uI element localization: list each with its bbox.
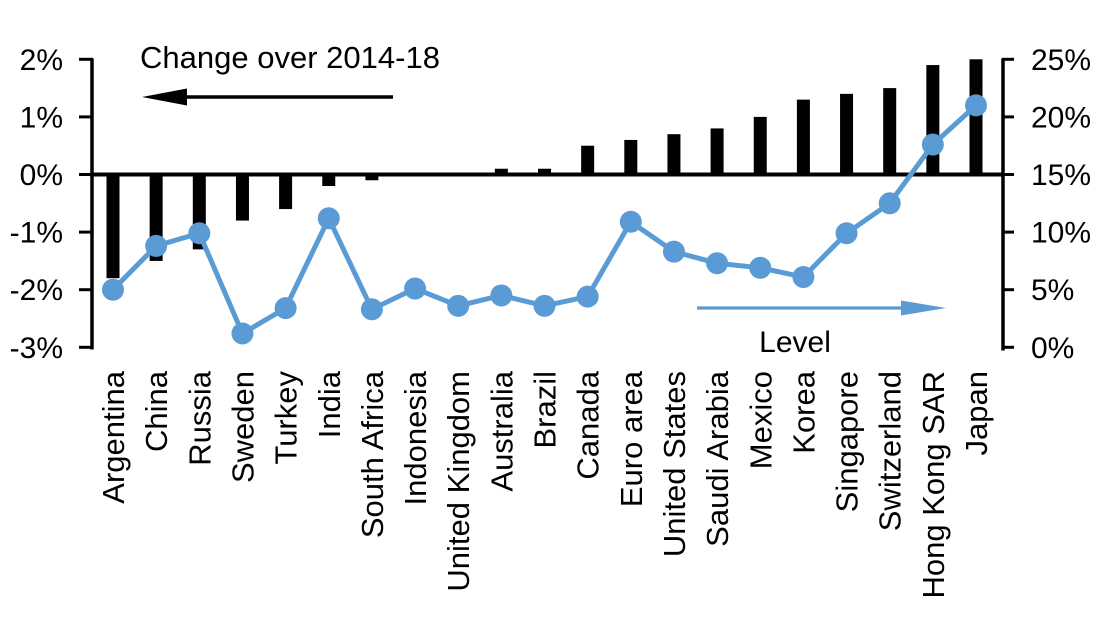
right-axis-tick-label: 5% [1031,274,1074,307]
marker-indonesia [404,277,427,300]
right-axis-tick-label: 15% [1031,159,1091,192]
bar-singapore [840,93,854,175]
left-axis-arrow-icon [142,88,393,106]
x-label-united-states: United States [657,371,692,557]
marker-india [317,207,340,230]
bar-brazil [538,168,551,175]
bar-saudi-arabia [710,128,724,175]
right-axis-tick-label: 20% [1031,101,1091,134]
left-axis-tick-label: -3% [10,332,63,365]
bar-turkey [279,174,293,210]
x-label-switzerland: Switzerland [873,371,908,531]
x-label-mexico: Mexico [743,371,778,469]
marker-united-states [662,240,685,263]
x-label-indonesia: Indonesia [398,370,433,505]
x-label-sweden: Sweden [225,371,260,483]
chart-title: Change over 2014-18 [140,40,440,75]
x-label-turkey: Turkey [269,371,304,465]
marker-switzerland [878,192,901,215]
marker-singapore [835,222,858,245]
bar-united-states [667,134,681,175]
x-label-saudi-arabia: Saudi Arabia [700,370,735,547]
marker-china [145,234,168,257]
x-label-india: India [312,370,347,438]
right-axis-tick-label: 10% [1031,217,1091,250]
bar-japan [969,59,983,175]
marker-australia [490,284,513,307]
bar-switzerland [883,88,897,175]
marker-brazil [533,294,556,317]
bar-south-africa [365,174,379,181]
marker-japan [965,94,987,117]
bar-korea [796,99,810,175]
right-axis-tick-label: 25% [1031,44,1091,77]
marker-canada [576,285,599,308]
marker-argentina [102,278,124,301]
x-label-russia: Russia [182,370,217,466]
axes-group [79,57,1014,351]
marker-hong-kong-sar [921,133,944,156]
x-label-hong-kong-sar: Hong Kong SAR [916,371,951,598]
left-axis-tick-label: 0% [20,159,63,192]
marker-saudi-arabia [706,252,729,275]
x-label-south-africa: South Africa [355,370,390,538]
marker-mexico [749,256,772,279]
bar-sweden [235,174,249,221]
bar-mexico [753,116,767,175]
right-axis-arrow-icon [697,300,946,316]
marker-south-africa [360,298,383,321]
bar-series-group [106,59,983,279]
x-label-argentina: Argentina [96,370,131,503]
left-axis-tick-label: -1% [10,217,63,250]
marker-united-kingdom [447,294,470,317]
marker-turkey [274,297,297,320]
marker-sweden [231,322,254,345]
level-series-label: Level [759,326,831,359]
x-label-australia: Australia [484,370,519,491]
x-label-china: China [139,370,174,452]
bar-euro-area [624,139,638,175]
bar-australia [494,168,508,175]
marker-russia [188,222,211,245]
marker-euro-area [619,210,642,233]
x-label-brazil: Brazil [528,371,563,449]
axis-labels-group: 2% 1% 0% -1% -2% -3% 25% 20% 15% 10% 5% 0% Argentina… [10,44,1091,599]
bar-argentina [106,174,120,279]
x-label-japan: Japan [959,371,994,455]
marker-korea [792,266,815,289]
x-label-united-kingdom: United Kingdom [441,371,476,592]
bar-canada [581,145,595,175]
left-axis-tick-label: 2% [20,44,63,77]
right-axis-tick-label: 0% [1031,332,1074,365]
x-label-korea: Korea [786,370,821,453]
x-label-euro-area: Euro area [614,370,649,507]
left-axis-tick-label: -2% [10,274,63,307]
x-label-singapore: Singapore [830,371,865,512]
left-axis-tick-label: 1% [20,101,63,134]
bar-hong-kong-sar [926,65,940,175]
bar-india [322,174,336,187]
x-label-canada: Canada [571,370,606,479]
line-series-group [102,94,987,345]
